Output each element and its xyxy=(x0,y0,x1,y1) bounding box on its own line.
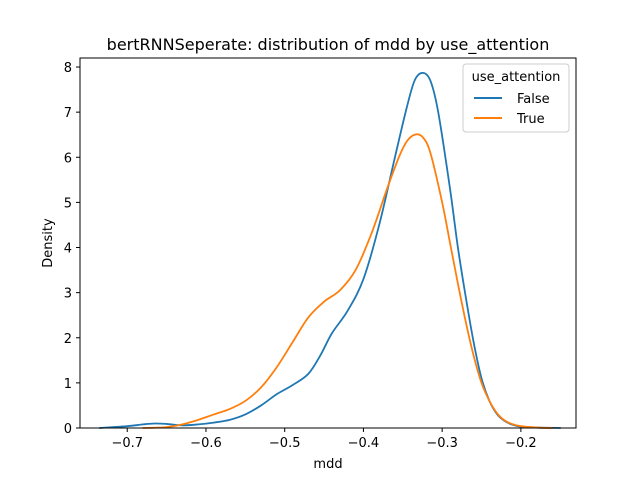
y-tick-label: 4 xyxy=(64,242,72,257)
y-axis-label: Density xyxy=(41,218,56,268)
y-tick-label: 5 xyxy=(64,196,72,211)
series-curves xyxy=(98,71,562,429)
x-tick-label: −0.6 xyxy=(190,436,222,451)
y-axis-ticks: 0 1 2 3 4 5 6 7 8 xyxy=(64,61,80,437)
legend-label-true: True xyxy=(516,112,545,127)
x-tick-label: −0.2 xyxy=(505,436,537,451)
y-tick-label: 6 xyxy=(64,151,72,166)
y-tick-label: 1 xyxy=(64,377,72,392)
x-tick-label: −0.5 xyxy=(269,436,301,451)
legend-title: use_attention xyxy=(472,70,561,85)
legend-box xyxy=(462,63,570,133)
plot-area xyxy=(79,57,577,429)
x-axis-ticks: −0.7 −0.6 −0.5 −0.4 −0.3 −0.2 xyxy=(111,428,537,451)
y-tick-label: 8 xyxy=(64,61,72,76)
y-tick-label: 3 xyxy=(64,287,72,302)
y-tick-label: 2 xyxy=(64,332,72,347)
series-line-true xyxy=(142,133,554,429)
chart-title: bertRNNSeperate: distribution of mdd by … xyxy=(107,35,550,55)
y-tick-label: 0 xyxy=(64,422,72,437)
legend-label-false: False xyxy=(517,92,550,107)
x-tick-label: −0.7 xyxy=(111,436,143,451)
y-tick-label: 7 xyxy=(64,106,72,121)
plot-frame xyxy=(79,57,577,429)
legend: use_attention False True xyxy=(462,63,570,133)
legend-items: False True xyxy=(474,92,550,127)
x-tick-label: −0.4 xyxy=(348,436,380,451)
x-axis-label: mdd xyxy=(313,457,342,472)
x-tick-label: −0.3 xyxy=(426,436,458,451)
